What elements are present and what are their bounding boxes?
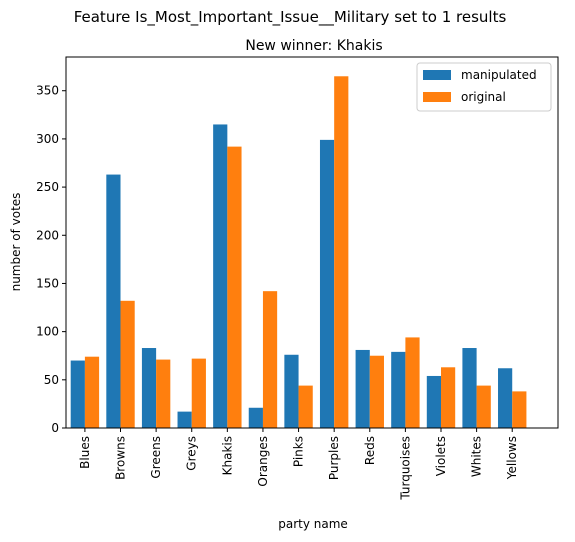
y-axis-ticks: 0 50 100 150 200 250 300 350 [36, 84, 66, 435]
bar-original-reds [369, 355, 384, 428]
x-tick-label-oranges: Oranges [256, 436, 270, 487]
bar-manipulated-yellows [498, 368, 513, 428]
legend-swatch-original [423, 92, 451, 102]
x-axis-ticks: Blues Browns Greens Greys Khakis Oranges Pinks… [78, 428, 519, 501]
y-tick-label-300: 300 [36, 132, 59, 146]
x-tick-label-reds: Reds [363, 436, 377, 465]
bar-manipulated-reds [355, 349, 370, 428]
bar-manipulated-greens [141, 348, 157, 428]
bar-manipulated-oranges [248, 407, 263, 428]
y-tick-label-100: 100 [36, 325, 59, 339]
legend-label-manipulated: manipulated [461, 68, 537, 82]
chart-subtitle: New winner: Khakis [245, 38, 382, 54]
x-tick-label-khakis: Khakis [220, 436, 234, 475]
bar-original-oranges [262, 291, 278, 428]
y-axis-label: number of votes [9, 193, 23, 292]
bar-original-purples [334, 76, 349, 428]
bar-manipulated-violets [426, 375, 441, 428]
x-tick-label-violets: Violets [434, 436, 448, 476]
bar-original-greys [191, 358, 206, 428]
x-tick-label-pinks: Pinks [292, 436, 306, 467]
bar-manipulated-greys [177, 411, 192, 428]
y-tick-label-0: 0 [51, 421, 59, 435]
bar-manipulated-whites [462, 348, 477, 428]
y-tick-label-350: 350 [36, 84, 59, 98]
bar-original-khakis [227, 146, 242, 429]
y-tick-label-200: 200 [36, 228, 59, 242]
bar-manipulated-pinks [284, 354, 299, 428]
bar-original-yellows [512, 391, 527, 428]
x-tick-label-browns: Browns [114, 436, 128, 480]
bar-original-browns [120, 300, 135, 428]
plot-area-frame [65, 56, 559, 429]
bar-original-violets [441, 367, 456, 428]
y-tick-label-250: 250 [36, 180, 59, 194]
x-tick-label-turquoises: Turquoises [398, 436, 412, 501]
legend: manipulated original [416, 62, 552, 112]
legend-label-original: original [461, 90, 506, 104]
bar-original-blues [84, 356, 100, 428]
x-tick-label-purples: Purples [327, 436, 341, 480]
x-tick-label-greys: Greys [185, 436, 199, 471]
y-tick-label-50: 50 [44, 373, 59, 387]
legend-swatch-manipulated [423, 70, 451, 80]
bar-original-pinks [298, 385, 313, 428]
x-tick-label-greens: Greens [149, 436, 163, 479]
bar-manipulated-blues [70, 360, 85, 428]
bar-original-turquoises [405, 337, 420, 428]
chart-title: Feature Is_Most_Important_Issue__Militar… [74, 8, 507, 27]
bar-original-whites [476, 385, 491, 428]
bar-manipulated-browns [106, 174, 121, 428]
x-tick-label-blues: Blues [78, 436, 92, 469]
bar-manipulated-turquoises [391, 351, 406, 428]
bar-manipulated-purples [319, 139, 335, 428]
bar-original-greens [156, 359, 171, 428]
bars-layer [70, 76, 527, 429]
y-tick-label-150: 150 [36, 276, 59, 290]
x-tick-label-yellows: Yellows [505, 436, 519, 480]
bar-manipulated-khakis [213, 124, 228, 429]
x-axis-label: party name [278, 517, 348, 531]
x-tick-label-whites: Whites [470, 436, 484, 477]
